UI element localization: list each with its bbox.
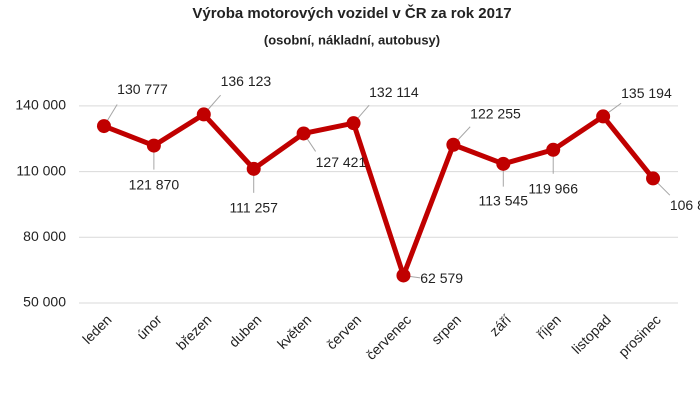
data-point [446, 137, 461, 152]
y-tick-label: 140 000 [15, 97, 66, 113]
x-tick-label: duben [226, 311, 265, 350]
data-point [196, 107, 211, 122]
x-tick-label: listopad [568, 311, 613, 356]
x-tick-label: únor [133, 311, 164, 342]
x-tick-label: červenec [363, 311, 414, 362]
data-label: 127 421 [316, 154, 367, 170]
y-tick-label: 50 000 [23, 294, 66, 310]
x-tick-label: leden [79, 311, 115, 347]
data-point [496, 156, 511, 171]
x-tick-label: říjen [533, 311, 564, 342]
data-point [146, 138, 161, 153]
data-label: 122 255 [470, 105, 521, 121]
data-line [103, 111, 655, 278]
data-label: 135 194 [621, 85, 672, 101]
data-label: 106 892 [670, 197, 700, 213]
data-point [396, 268, 411, 283]
data-point [246, 161, 261, 176]
data-point [546, 142, 561, 157]
data-point [96, 119, 111, 134]
x-tick-label: září [486, 311, 514, 339]
x-tick-label: srpen [428, 311, 464, 347]
data-point [596, 109, 611, 124]
y-tick-label: 110 000 [16, 162, 66, 178]
data-point [296, 126, 311, 141]
data-point [346, 116, 361, 131]
x-tick-label: prosinec [615, 311, 664, 360]
x-tick-label: březen [173, 311, 215, 353]
data-point [646, 171, 661, 186]
data-label: 111 257 [229, 200, 278, 216]
data-label: 130 777 [117, 81, 168, 97]
chart-subtitle: (osobní, nákladní, autobusy) [264, 32, 440, 47]
chart-title: Výroba motorových vozidel v ČR za rok 20… [192, 4, 511, 22]
data-label: 121 870 [129, 176, 180, 192]
data-label: 62 579 [420, 270, 463, 286]
x-tick-label: květen [274, 311, 314, 351]
data-label: 119 966 [528, 180, 578, 196]
y-tick-label: 80 000 [23, 228, 66, 244]
data-label: 132 114 [369, 84, 419, 100]
x-tick-label: červen [323, 311, 364, 352]
data-label: 113 545 [479, 193, 529, 209]
data-label: 136 123 [221, 73, 272, 89]
